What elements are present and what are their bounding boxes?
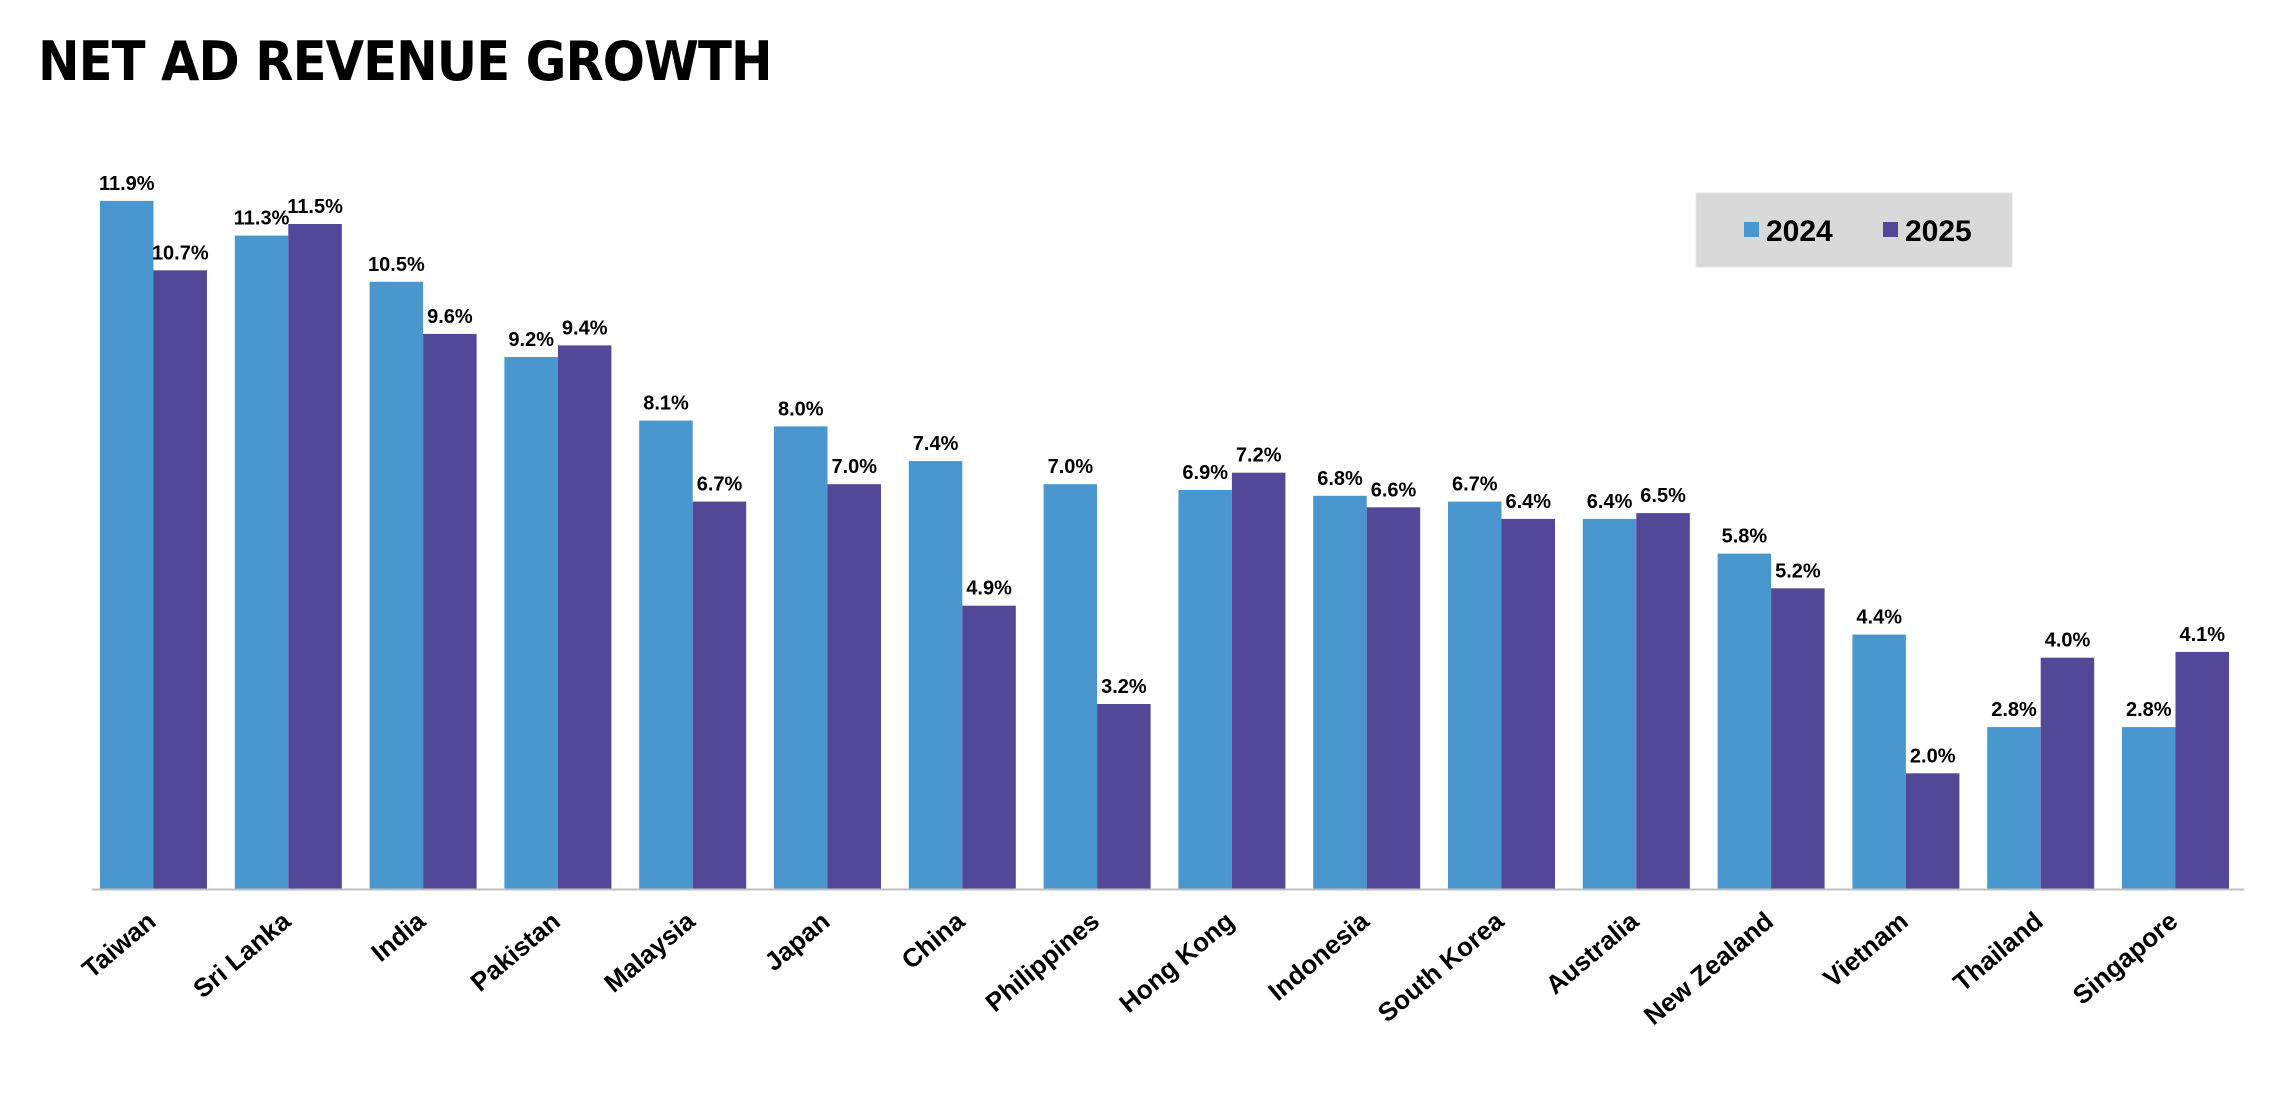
legend-label-2025: 2025: [1905, 215, 1972, 248]
bar-2025-china: [962, 605, 1016, 889]
bar-2025-indonesia: [1366, 507, 1421, 889]
category-label-south-korea: South Korea: [1372, 905, 1510, 1028]
bar-2025-japan: [827, 484, 881, 889]
data-label-2025-malaysia: 6.7%: [697, 474, 743, 496]
data-label-2024-sri-lanka: 11.3%: [234, 208, 290, 230]
data-label-2025-taiwan: 10.7%: [152, 242, 209, 264]
bar-2024-hong-kong: [1178, 490, 1232, 889]
bars-layer: [100, 200, 2229, 890]
data-label-2024-new-zealand: 5.8%: [1722, 526, 1768, 548]
category-label-pakistan: Pakistan: [465, 906, 566, 998]
bar-2025-south-korea: [1501, 518, 1555, 889]
bar-2025-hong-kong: [1231, 472, 1286, 889]
category-label-sri-lanka: Sri Lanka: [187, 905, 296, 1004]
bar-2024-pakistan: [504, 357, 558, 889]
data-label-2024-taiwan: 11.9%: [99, 173, 155, 195]
category-label-india: India: [365, 905, 431, 967]
data-label-2025-philippines: 3.2%: [1101, 676, 1147, 698]
data-label-2024-pakistan: 9.2%: [508, 329, 554, 351]
data-label-2024-philippines: 7.0%: [1048, 456, 1094, 478]
bar-2024-south-korea: [1448, 501, 1502, 889]
data-label-2024-vietnam: 4.4%: [1856, 607, 1902, 629]
bar-2024-malaysia: [639, 420, 693, 889]
data-label-2025-indonesia: 6.6%: [1371, 479, 1417, 501]
data-label-2025-sri-lanka: 11.5%: [287, 196, 343, 218]
data-label-2025-south-korea: 6.4%: [1506, 491, 1552, 513]
category-labels-layer: Taiwan Sri Lanka India Pakistan Malaysia Japa…: [76, 905, 2183, 1030]
data-label-2025-thailand: 4.0%: [2045, 630, 2091, 652]
data-label-2025-china: 4.9%: [966, 578, 1012, 600]
data-labels-layer: 11.9% 10.7% 11.3%11.5% 10.5% 9.6% 9.2% 9.4% 8.1…: [99, 173, 2225, 767]
bar-2025-singapore: [2175, 651, 2229, 889]
data-label-2024-indonesia: 6.8%: [1317, 468, 1363, 490]
data-label-2024-australia: 6.4%: [1587, 491, 1633, 513]
legend-swatch-2025: [1883, 222, 1898, 237]
bar-2024-vietnam: [1852, 634, 1906, 889]
category-label-malaysia: Malaysia: [598, 905, 701, 998]
category-label-philippines: Philippines: [979, 906, 1105, 1018]
bar-2024-new-zealand: [1717, 553, 1772, 889]
data-label-2024-malaysia: 8.1%: [643, 393, 689, 415]
bar-2025-sri-lanka: [288, 224, 342, 889]
bar-2025-philippines: [1097, 704, 1151, 889]
category-label-hong-kong: Hong Kong: [1113, 906, 1240, 1019]
bar-2024-singapore: [2122, 727, 2176, 889]
bar-2025-thailand: [2040, 657, 2095, 889]
bar-2025-taiwan: [153, 270, 207, 889]
data-label-2025-singapore: 4.1%: [2180, 624, 2226, 646]
bar-2024-china: [908, 461, 963, 889]
bar-2025-new-zealand: [1771, 588, 1825, 889]
chart-title: NET AD REVENUE GROWTH: [38, 30, 773, 93]
bar-2024-indonesia: [1313, 495, 1367, 889]
bar-2025-india: [423, 333, 477, 889]
bar-2025-pakistan: [557, 345, 612, 889]
data-label-2025-pakistan: 9.4%: [562, 317, 608, 339]
data-label-2024-hong-kong: 6.9%: [1182, 462, 1228, 484]
category-label-singapore: Singapore: [2067, 906, 2184, 1011]
bar-2025-vietnam: [1905, 773, 1960, 889]
data-label-2025-vietnam: 2.0%: [1910, 745, 1956, 767]
category-label-taiwan: Taiwan: [76, 906, 161, 984]
bar-2024-philippines: [1043, 484, 1098, 889]
data-label-2024-china: 7.4%: [913, 433, 959, 455]
legend-label-2024: 2024: [1766, 215, 1833, 248]
category-label-indonesia: Indonesia: [1262, 905, 1375, 1006]
data-label-2024-singapore: 2.8%: [2126, 699, 2172, 721]
data-label-2025-australia: 6.5%: [1640, 485, 1686, 507]
data-label-2025-india: 9.6%: [427, 306, 473, 328]
data-label-2024-thailand: 2.8%: [1991, 699, 2037, 721]
bar-2025-malaysia: [692, 501, 747, 889]
category-label-australia: Australia: [1540, 905, 1645, 1000]
category-label-china: China: [896, 905, 971, 975]
data-label-2024-japan: 8.0%: [778, 398, 824, 420]
legend-swatch-2024: [1744, 222, 1759, 237]
bar-2025-australia: [1636, 513, 1690, 889]
data-label-2024-south-korea: 6.7%: [1452, 474, 1498, 496]
category-label-thailand: Thailand: [1947, 906, 2048, 998]
bar-2024-japan: [774, 426, 828, 889]
data-label-2025-hong-kong: 7.2%: [1236, 445, 1282, 467]
bar-2024-thailand: [1987, 727, 2041, 889]
legend: 2024 2025: [1695, 192, 2013, 268]
data-label-2024-india: 10.5%: [368, 254, 425, 276]
category-label-new-zealand: New Zealand: [1638, 906, 1779, 1031]
bar-2024-taiwan: [100, 200, 154, 889]
data-label-2025-japan: 7.0%: [832, 456, 878, 478]
bar-2024-india: [369, 281, 424, 889]
category-label-vietnam: Vietnam: [1817, 906, 1913, 994]
bar-2024-australia: [1582, 518, 1637, 889]
bar-2024-sri-lanka: [234, 235, 289, 890]
category-label-japan: Japan: [759, 906, 836, 977]
data-label-2025-new-zealand: 5.2%: [1775, 560, 1821, 582]
